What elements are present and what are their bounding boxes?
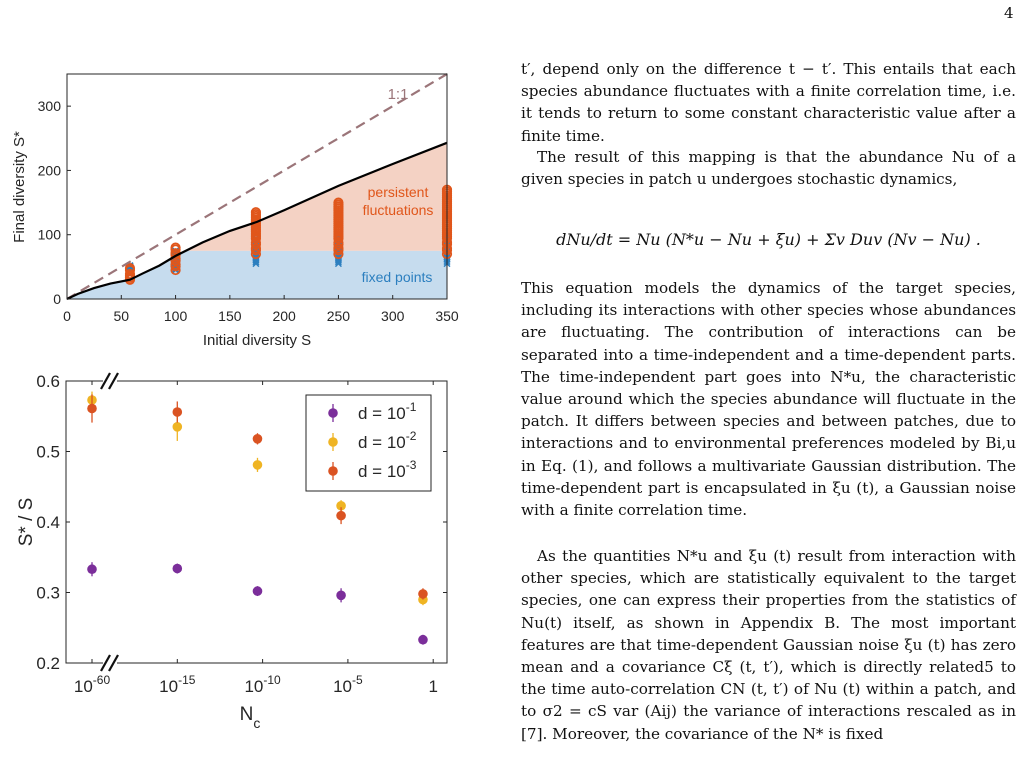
x-tick-label: 250 xyxy=(327,308,351,324)
x-tick-label: 0 xyxy=(63,308,71,324)
top-x-label: Initial diversity S xyxy=(203,332,311,349)
x-tick-label: 10-5 xyxy=(333,673,363,696)
persistent-point-marker xyxy=(250,248,262,260)
data-point xyxy=(172,407,183,417)
persistent-point-marker xyxy=(170,242,181,253)
bottom-x-ticks: 10-60 10-15 10-10 10-5 1 xyxy=(74,381,438,696)
equation: dNu/dt = Nu (N*u − Nu + ξu) + Σv Duv (Nv… xyxy=(556,230,981,249)
y-tick-label: 0.4 xyxy=(36,513,60,532)
bottom-y-label: S* / S xyxy=(16,498,37,547)
x-tick-label: 10-15 xyxy=(159,673,196,696)
axis-break-bottom xyxy=(100,654,119,672)
top-axes-box xyxy=(66,73,448,300)
y-tick-label: 0 xyxy=(53,291,61,307)
persistent-point-marker xyxy=(250,243,262,254)
x-tick-label: 50 xyxy=(113,308,129,324)
legend-entries: d = 10-1 d = 10-2 d = 10-3 xyxy=(328,400,417,481)
paragraph-4: As the quantities N*u and ξu (t) result … xyxy=(521,547,1016,743)
top-y-ticks: 0 100 200 300 xyxy=(38,98,71,307)
background-above-curve xyxy=(67,74,447,299)
bottom-x-label: Nc xyxy=(240,704,261,731)
persistent-point-marker xyxy=(170,259,181,270)
legend-marker xyxy=(328,466,338,476)
bottom-y-ticks: 0.2 0.3 0.4 0.5 0.6 xyxy=(36,372,447,673)
diagonal-label: 1:1 xyxy=(388,86,409,103)
y-tick-label: 0.2 xyxy=(36,654,60,673)
y-tick-label: 0.3 xyxy=(36,584,60,603)
ratio-chart: 10-60 10-15 10-10 10-5 1 0.2 0.3 0.4 0.5 0.6 S* … xyxy=(16,372,448,731)
data-point xyxy=(336,510,346,521)
x-tick-label: 100 xyxy=(164,308,188,324)
x-tick-label: 200 xyxy=(272,308,296,324)
legend xyxy=(305,394,432,492)
y-tick-label: 300 xyxy=(38,98,62,114)
annotation-line: persistent xyxy=(368,184,429,200)
legend-label: d = 10-1 xyxy=(358,400,417,423)
data-point xyxy=(172,422,183,432)
data-point xyxy=(252,586,263,596)
axis-break-top xyxy=(100,372,119,390)
data-point xyxy=(87,403,97,414)
persistent-point-marker xyxy=(124,263,136,274)
diversity-chart: 0 50 100 150 200 250 300 350 0 100 200 300 Initial… xyxy=(11,73,459,349)
x-tick-label: 150 xyxy=(218,308,242,324)
fixed-points-label: fixed points xyxy=(362,269,433,285)
legend-label: d = 10-3 xyxy=(358,458,417,481)
paragraph-1: t′, depend only on the difference t − t′… xyxy=(521,60,1016,145)
paragraph-3: This equation models the dynamics of the… xyxy=(521,279,1016,520)
persistent-point-marker xyxy=(250,207,262,218)
paragraph-2: The result of this mapping is that the a… xyxy=(521,148,1016,189)
figure: 0 50 100 150 200 250 300 350 0 100 200 300 Initial… xyxy=(11,73,459,731)
x-tick-label: 300 xyxy=(381,308,405,324)
data-point xyxy=(336,500,346,511)
ratio-data-points xyxy=(87,391,428,645)
data-point xyxy=(418,634,428,645)
legend-marker xyxy=(328,437,338,447)
persistent-point-marker xyxy=(170,264,181,276)
x-tick-label: 10-10 xyxy=(244,673,281,696)
y-tick-label: 0.5 xyxy=(36,443,60,462)
diagonal-line xyxy=(66,73,448,300)
boundary-curve xyxy=(66,141,448,300)
data-point xyxy=(252,460,263,470)
data-point xyxy=(87,564,97,575)
y-tick-label: 0.6 xyxy=(36,372,60,391)
top-x-ticks: 0 50 100 150 200 250 300 350 xyxy=(63,295,459,324)
x-tick-label: 350 xyxy=(435,308,459,324)
legend-label: d = 10-2 xyxy=(358,429,417,452)
persistent-point-marker xyxy=(124,268,136,280)
persistent-point-marker xyxy=(333,197,344,208)
y-tick-label: 100 xyxy=(38,227,62,243)
legend-marker xyxy=(328,408,338,418)
persistent-fluctuations-label: persistent fluctuations xyxy=(363,184,434,218)
annotation-line: fluctuations xyxy=(363,202,434,218)
page-number: 4 xyxy=(1004,4,1014,22)
x-tick-label: 1 xyxy=(428,677,437,696)
data-point xyxy=(172,563,183,574)
x-tick-label: 10-60 xyxy=(74,673,111,696)
data-point xyxy=(336,590,346,601)
data-point xyxy=(252,434,263,444)
persistent-point-marker xyxy=(333,243,344,254)
top-y-label: Final diversity S* xyxy=(11,131,28,243)
y-tick-label: 200 xyxy=(38,162,62,178)
persistent-point-marker xyxy=(333,248,344,260)
data-point xyxy=(418,589,428,599)
